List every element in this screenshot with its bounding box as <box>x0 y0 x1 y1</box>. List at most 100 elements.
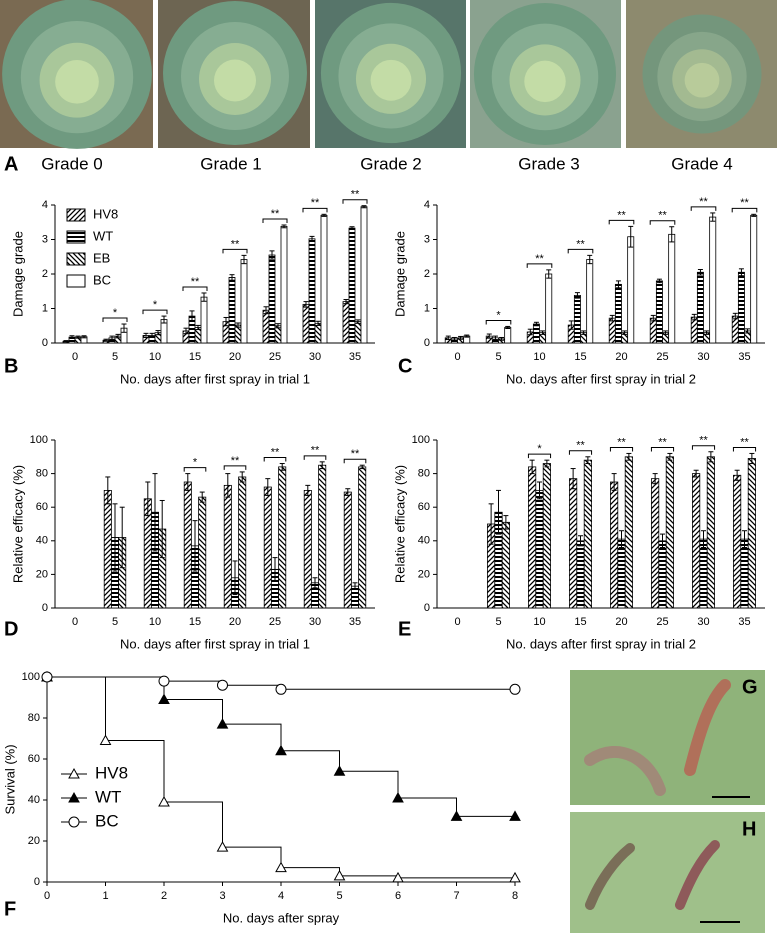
legend-swatch <box>66 208 86 222</box>
bar <box>200 296 208 344</box>
bar <box>238 476 247 609</box>
y-axis-label: Relative efficacy (%) <box>10 465 25 583</box>
bar <box>617 538 626 609</box>
significance-bracket <box>223 465 247 470</box>
significance-bracket <box>262 218 288 224</box>
x-tick-label: 0 <box>454 616 460 628</box>
y-axis-label: Survival (%) <box>2 744 17 814</box>
y-tick-label: 100 <box>22 671 40 683</box>
grade-label: Grade 2 <box>360 154 421 173</box>
significance-bracket <box>182 286 208 291</box>
bar <box>709 216 717 344</box>
bar <box>624 456 633 609</box>
marker <box>158 693 170 705</box>
y-tick-label: 2 <box>42 268 48 280</box>
x-tick-label: 20 <box>229 616 241 628</box>
photo <box>2 0 152 149</box>
significance-bracket <box>142 309 168 315</box>
y-tick-label: 4 <box>424 199 430 211</box>
significance-label: ** <box>658 436 667 448</box>
y-tick-label: 0 <box>424 602 430 614</box>
bar <box>668 233 676 344</box>
photo <box>163 1 307 145</box>
significance-bracket <box>183 467 207 472</box>
marker <box>450 810 463 821</box>
significance-bracket <box>732 446 757 452</box>
bar <box>308 238 316 344</box>
y-tick-label: 4 <box>42 199 48 211</box>
bar <box>183 481 192 609</box>
significance-label: ** <box>740 436 749 448</box>
significance-label: * <box>537 443 542 455</box>
bar <box>699 538 708 609</box>
significance-label: ** <box>351 189 360 201</box>
panel-letter: H <box>742 818 756 840</box>
bar <box>692 473 701 609</box>
marker <box>41 671 53 683</box>
significance-label: ** <box>576 238 585 250</box>
x-tick-label: 20 <box>229 351 241 363</box>
y-tick-label: 40 <box>28 794 40 806</box>
significance-bracket <box>568 450 593 455</box>
panel-letter: G <box>742 676 758 698</box>
bar <box>627 236 635 344</box>
y-tick-label: 80 <box>36 468 48 480</box>
bar <box>608 317 616 344</box>
x-tick-label: 25 <box>269 351 281 363</box>
significance-label: * <box>496 309 501 321</box>
marker <box>509 871 521 883</box>
significance-label: ** <box>658 210 667 222</box>
photo <box>320 2 462 144</box>
x-tick-label: 10 <box>533 616 545 628</box>
x-tick-label: 0 <box>44 890 50 902</box>
significance-bracket <box>222 248 248 254</box>
y-tick-label: 0 <box>34 876 40 888</box>
y-tick-label: 20 <box>418 568 430 580</box>
bar <box>343 491 352 609</box>
significance-label: ** <box>617 436 626 448</box>
x-tick-label: 15 <box>189 616 201 628</box>
bar <box>354 321 362 344</box>
bar <box>234 324 242 344</box>
survival-line <box>47 676 515 879</box>
larva <box>584 745 666 796</box>
legend-label: HV8 <box>95 763 128 782</box>
legend-swatch <box>66 230 86 244</box>
bar <box>586 259 594 344</box>
significance-bracket <box>342 199 368 204</box>
marker <box>392 871 404 883</box>
significance-label: ** <box>191 276 200 288</box>
bar <box>569 478 578 609</box>
bar <box>303 489 312 609</box>
bar <box>342 301 350 344</box>
bar <box>733 474 742 609</box>
bar <box>268 254 276 344</box>
significance-bracket <box>485 319 512 325</box>
y-tick-label: 20 <box>36 568 48 580</box>
panel-letter: E <box>398 618 411 640</box>
x-axis-label: No. days after first spray in trial 2 <box>506 371 696 386</box>
legend-swatch <box>66 274 86 288</box>
significance-bracket <box>263 457 287 462</box>
bar <box>318 464 327 609</box>
y-axis-label: Damage grade <box>392 231 407 317</box>
x-tick-label: 15 <box>574 351 586 363</box>
photo-row <box>0 0 777 149</box>
significance-bracket <box>567 248 594 254</box>
significance-label: ** <box>271 208 280 220</box>
bar <box>655 280 663 344</box>
grade-label: Grade 4 <box>671 154 732 173</box>
panel-letter: F <box>4 898 16 920</box>
legend-label: WT <box>93 228 113 243</box>
bar <box>545 273 553 344</box>
marker <box>216 841 229 852</box>
significance-label: ** <box>231 238 240 250</box>
x-tick-label: 5 <box>112 351 118 363</box>
larva <box>585 843 635 910</box>
legend-label: EB <box>93 250 110 265</box>
marker <box>217 679 228 691</box>
y-tick-label: 40 <box>36 535 48 547</box>
marker <box>509 810 521 821</box>
x-tick-label: 30 <box>309 351 321 363</box>
y-tick-label: 1 <box>424 302 430 314</box>
